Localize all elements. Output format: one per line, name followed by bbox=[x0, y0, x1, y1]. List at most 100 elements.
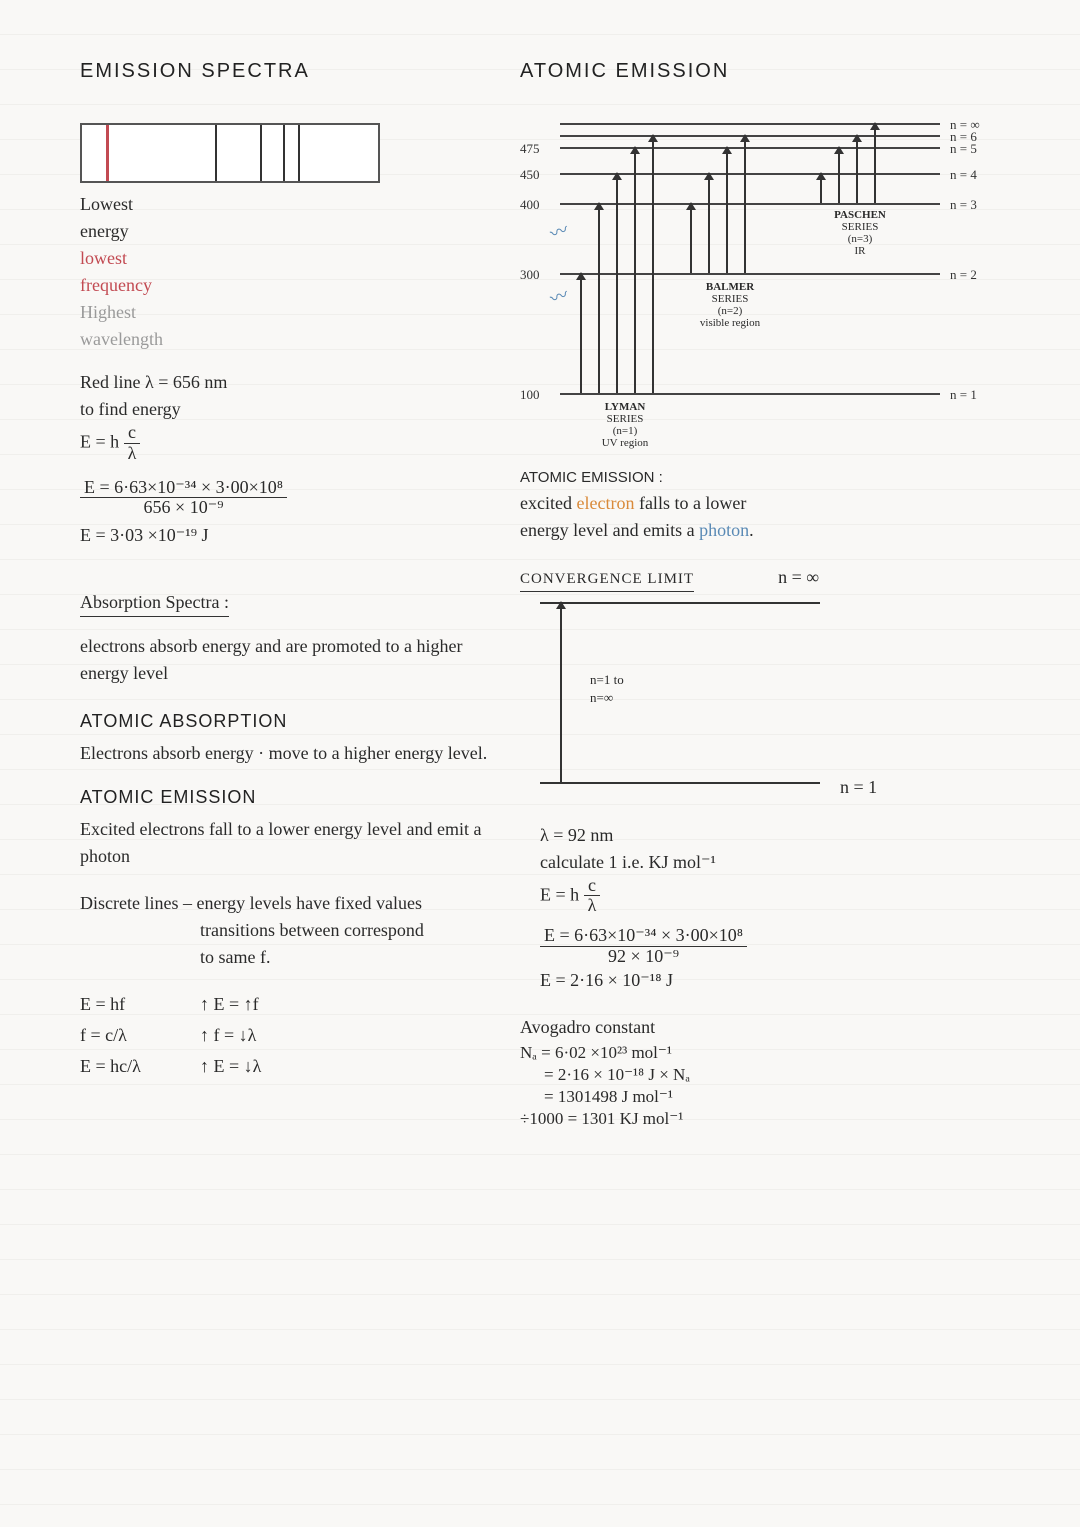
atomic-emission-text-left: Excited electrons fall to a lower energy… bbox=[80, 816, 500, 870]
spectrum-line bbox=[298, 125, 300, 181]
level-n6 bbox=[560, 135, 940, 137]
rel-e-lambda-inv: ↑ E = ↓λ bbox=[200, 1053, 350, 1080]
spectrum-annotations: Lowest energy lowest frequency Highest w… bbox=[80, 191, 500, 353]
photon-wavy-icon: 〰 bbox=[546, 216, 572, 247]
f-lhs: E = h bbox=[540, 884, 579, 904]
c-den: 92 × 10⁻⁹ bbox=[540, 947, 747, 967]
level-label-3: n = 3 bbox=[950, 197, 977, 213]
title-emission-spectra: EMISSION SPECTRA bbox=[80, 60, 500, 83]
axis-300: 300 bbox=[520, 267, 540, 283]
title-atomic-emission: ATOMIC EMISSION bbox=[520, 60, 1000, 83]
axis-100: 100 bbox=[520, 387, 540, 403]
level-label-4: n = 4 bbox=[950, 167, 977, 183]
lyman-arrow bbox=[634, 147, 636, 393]
f-den: λ bbox=[584, 896, 601, 916]
formula-right: E = h c λ bbox=[540, 876, 1000, 917]
spectrum-line-red bbox=[106, 125, 109, 181]
formula-num: c bbox=[124, 423, 141, 444]
balmer-arrow bbox=[726, 147, 728, 273]
rel-f-lambda-inv: ↑ f = ↓λ bbox=[200, 1022, 350, 1049]
atomic-absorption-heading: ATOMIC ABSORPTION bbox=[80, 711, 500, 732]
formula-e-hc-lambda: E = h c λ bbox=[80, 423, 500, 464]
lyman-l1: LYMAN bbox=[605, 401, 646, 413]
atomic-emission-heading-left: ATOMIC EMISSION bbox=[80, 787, 500, 808]
lyman-arrow bbox=[616, 173, 618, 393]
conv-n-inf-label: n = ∞ bbox=[778, 567, 819, 587]
level-label-2: n = 2 bbox=[950, 267, 977, 283]
calc-right: E = 6·63×10⁻³⁴ × 3·00×10⁸ 92 × 10⁻⁹ bbox=[540, 926, 1000, 967]
annot-energy: energy bbox=[80, 221, 129, 241]
lyman-arrow bbox=[580, 273, 582, 393]
conv-bottom-line bbox=[540, 782, 820, 784]
em-photon: photon bbox=[699, 520, 749, 540]
level-label-1: n = 1 bbox=[950, 387, 977, 403]
balmer-arrow bbox=[744, 135, 746, 273]
level-n5 bbox=[560, 147, 940, 149]
paschen-l3: (n=3) bbox=[848, 233, 873, 245]
spectrum-line bbox=[260, 125, 262, 181]
level-n1 bbox=[560, 393, 940, 395]
formula-lhs: E = h bbox=[80, 431, 119, 451]
convergence-heading: CONVERGENCE LIMIT bbox=[520, 568, 694, 592]
rel-e-hf: E = hf bbox=[80, 991, 200, 1018]
discrete-lines-1: Discrete lines – energy levels have fixe… bbox=[80, 890, 500, 917]
spectrum-line bbox=[283, 125, 285, 181]
rel-e-hclambda: E = hc/λ bbox=[80, 1053, 200, 1080]
annot-frequency: frequency bbox=[80, 275, 152, 295]
c-res: E = 2·16 × 10⁻¹⁸ J bbox=[540, 967, 1000, 994]
avog-4: ÷1000 = 1301 KJ mol⁻¹ bbox=[520, 1109, 1000, 1129]
to-find-energy: to find energy bbox=[80, 396, 500, 423]
em-t1c: falls to a lower bbox=[634, 493, 746, 513]
lyman-l3: (n=1) bbox=[613, 425, 638, 437]
balmer-label: BALMER SERIES (n=2) visible region bbox=[680, 281, 780, 329]
convergence-diagram: n=1 to n=∞ n = 1 bbox=[540, 602, 890, 802]
conv-top-line bbox=[540, 602, 820, 604]
discrete-lines-3: to same f. bbox=[80, 944, 500, 971]
left-column: EMISSION SPECTRA Lowest energy lowest fr… bbox=[80, 60, 500, 1080]
conv-mid1: n=1 to bbox=[590, 672, 624, 688]
avogadro-heading: Avogadro constant bbox=[520, 1014, 1000, 1041]
paschen-l1: PASCHEN bbox=[834, 209, 886, 221]
lyman-label: LYMAN SERIES (n=1) UV region bbox=[580, 401, 670, 449]
em-electron: electron bbox=[576, 493, 634, 513]
atomic-emission-sub: ATOMIC EMISSION : bbox=[520, 469, 663, 486]
balmer-arrow bbox=[708, 173, 710, 273]
calc-block: E = 6·63×10⁻³⁴ × 3·00×10⁸ 656 × 10⁻⁹ bbox=[80, 478, 500, 519]
calc-num: E = 6·63×10⁻³⁴ × 3·00×10⁸ bbox=[80, 478, 287, 499]
absorption-text: electrons absorb energy and are promoted… bbox=[80, 633, 500, 687]
annot-highest: Highest bbox=[80, 302, 136, 322]
em-t1: excited bbox=[520, 493, 576, 513]
paschen-arrow bbox=[856, 135, 858, 203]
rel-f-clambda: f = c/λ bbox=[80, 1022, 200, 1049]
avog-1: Nₐ = 6·02 ×10²³ mol⁻¹ bbox=[520, 1043, 1000, 1063]
lyman-arrow bbox=[598, 203, 600, 393]
paschen-arrow bbox=[874, 123, 876, 203]
level-n-inf bbox=[560, 123, 940, 125]
paschen-arrow bbox=[820, 173, 822, 203]
right-column: ATOMIC EMISSION n = ∞ n = 6 475 n = 5 45… bbox=[520, 60, 1000, 1131]
balmer-l3: (n=2) bbox=[718, 305, 743, 317]
axis-450: 450 bbox=[520, 167, 540, 183]
avog-2: = 2·16 × 10⁻¹⁸ J × Nₐ bbox=[520, 1065, 1000, 1085]
balmer-arrow bbox=[690, 203, 692, 273]
calc-den: 656 × 10⁻⁹ bbox=[80, 498, 287, 518]
annot-lowest2: lowest bbox=[80, 248, 127, 268]
lambda-92: λ = 92 nm bbox=[540, 822, 1000, 849]
c-num: E = 6·63×10⁻³⁴ × 3·00×10⁸ bbox=[540, 926, 747, 947]
annot-wavelength: wavelength bbox=[80, 329, 163, 349]
lyman-arrow bbox=[652, 135, 654, 393]
lyman-l2: SERIES bbox=[607, 413, 644, 425]
balmer-l1: BALMER bbox=[706, 281, 754, 293]
page: EMISSION SPECTRA Lowest energy lowest fr… bbox=[0, 0, 1080, 1527]
red-line-text: Red line λ = 656 nm bbox=[80, 369, 500, 396]
spectrum-box bbox=[80, 123, 380, 183]
emission-line1: excited electron falls to a lower bbox=[520, 490, 1000, 517]
balmer-l4: visible region bbox=[700, 317, 760, 329]
em-t2: energy level and emits a bbox=[520, 520, 699, 540]
level-label-5: n = 5 bbox=[950, 141, 977, 157]
em-t2c: . bbox=[749, 520, 754, 540]
conv-arrow bbox=[560, 602, 562, 782]
paschen-label: PASCHEN SERIES (n=3) IR bbox=[820, 209, 900, 257]
axis-400: 400 bbox=[520, 197, 540, 213]
photon-wavy-icon: 〰 bbox=[546, 281, 572, 312]
